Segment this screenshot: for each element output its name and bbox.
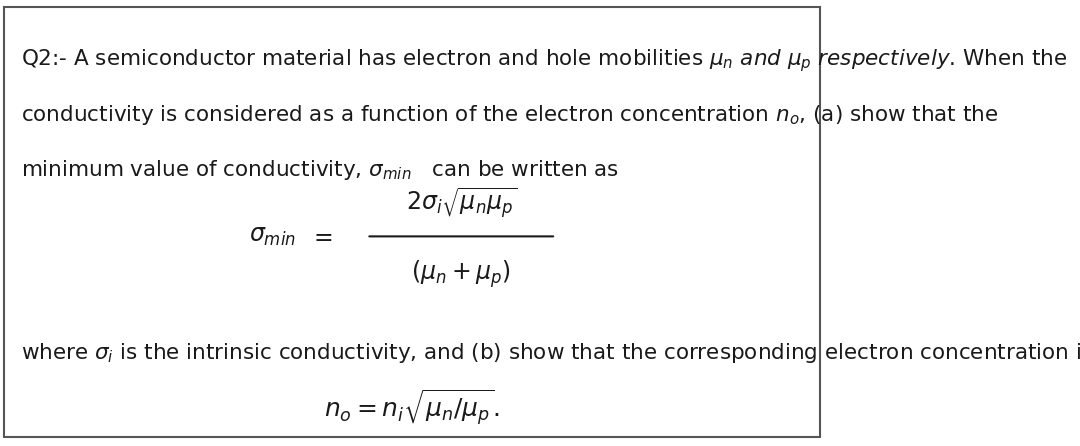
Text: conductivity is considered as a function of the electron concentration $n_o$, (a: conductivity is considered as a function…: [21, 103, 998, 127]
Text: $n_o = n_i\sqrt{\mu_n/\mu_p}.$: $n_o = n_i\sqrt{\mu_n/\mu_p}.$: [324, 388, 500, 428]
Text: $(\mu_n + \mu_p)$: $(\mu_n + \mu_p)$: [411, 258, 511, 290]
Text: Q2:- A semiconductor material has electron and hole mobilities $\mu_n$ $\it{and}: Q2:- A semiconductor material has electr…: [21, 47, 1067, 74]
Text: where $\sigma_i$ is the intrinsic conductivity, and (b) show that the correspond: where $\sigma_i$ is the intrinsic conduc…: [21, 341, 1080, 365]
Text: $\sigma_{min}$: $\sigma_{min}$: [249, 224, 297, 248]
Text: minimum value of conductivity, $\sigma_{min}$   can be written as: minimum value of conductivity, $\sigma_{…: [21, 158, 619, 182]
Text: $=$: $=$: [309, 224, 333, 248]
Text: $2\sigma_i\sqrt{\mu_n\mu_p}$: $2\sigma_i\sqrt{\mu_n\mu_p}$: [406, 186, 517, 220]
